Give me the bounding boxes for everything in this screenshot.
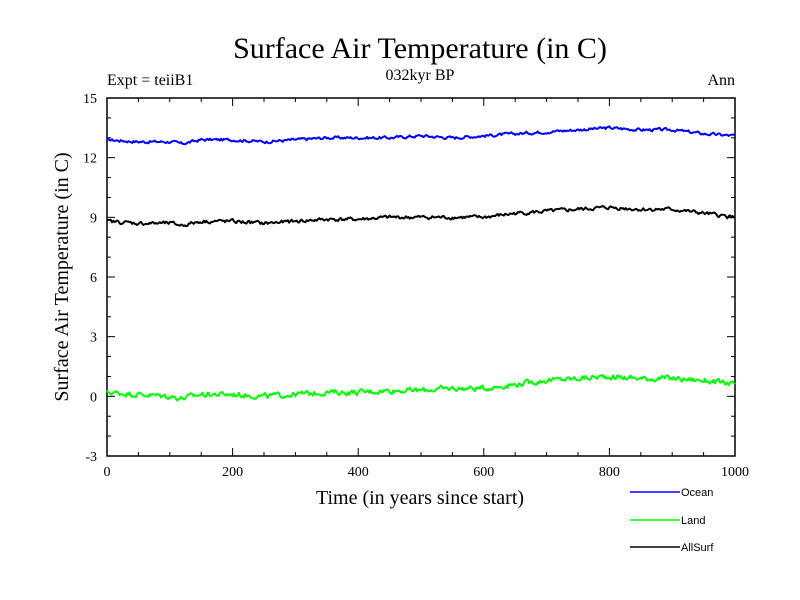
- x-tick-label: 200: [222, 465, 243, 480]
- y-tick-label: 15: [83, 92, 97, 107]
- x-tick-label: 0: [104, 465, 111, 480]
- legend-label-land: Land: [681, 515, 705, 527]
- y-axis-ticks: [107, 97, 735, 457]
- series-line-allsurf: [106, 204, 736, 228]
- series-lines: [106, 125, 736, 402]
- x-tick-label: 400: [348, 465, 369, 480]
- x-axis-ticks: [106, 98, 736, 456]
- x-tick-label: 600: [473, 465, 494, 480]
- experiment-label: Expt = teiiB1: [107, 72, 193, 89]
- legend: Ocean Land AllSurf: [630, 487, 714, 554]
- y-tick-label: 3: [90, 331, 97, 346]
- x-axis-tick-labels: 0 200 400 600 800 1000: [104, 465, 750, 480]
- x-tick-label: 1000: [721, 465, 749, 480]
- x-axis-label: Time (in years since start): [316, 487, 524, 509]
- y-tick-label: 12: [83, 152, 97, 167]
- season-label: Ann: [707, 72, 735, 89]
- y-tick-label: 9: [90, 211, 97, 226]
- y-axis-label: Surface Air Temperature (in C): [51, 152, 73, 401]
- y-tick-label: 0: [90, 390, 97, 405]
- series-line-land: [106, 374, 736, 402]
- y-tick-label: -3: [85, 450, 97, 465]
- y-axis-tick-labels: -3 0 3 6 9 12 15: [83, 92, 97, 465]
- chart-subtitle: 032kyr BP: [386, 67, 455, 84]
- plot-frame: [106, 97, 736, 457]
- legend-label-allsurf: AllSurf: [681, 542, 714, 554]
- x-tick-label: 800: [599, 465, 620, 480]
- legend-label-ocean: Ocean: [681, 487, 713, 499]
- y-tick-label: 6: [90, 271, 97, 286]
- chart-title: Surface Air Temperature (in C): [233, 32, 607, 65]
- series-line-ocean: [106, 125, 736, 146]
